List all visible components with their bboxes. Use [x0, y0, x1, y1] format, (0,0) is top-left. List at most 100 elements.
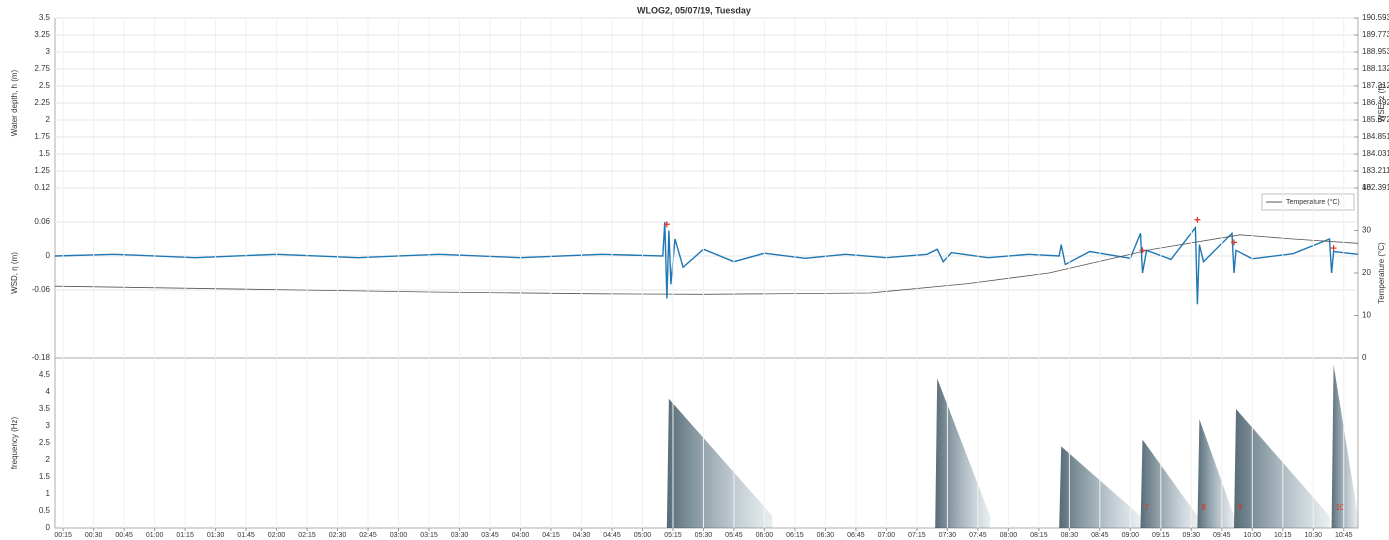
x-tick-label: 02:30: [329, 532, 347, 539]
x-tick-label: 09:30: [1183, 532, 1201, 539]
y-tick-label: 2.75: [34, 64, 50, 73]
y2-tick-label: 186.492: [1362, 98, 1389, 107]
panel-frame: [54, 187, 1359, 359]
y2-tick-label: 188.132: [1362, 64, 1389, 73]
y-tick-label: 2.5: [39, 438, 51, 447]
x-tick-label: 10:45: [1335, 532, 1353, 539]
event-label: 9: [1238, 503, 1243, 512]
y-tick-label: 1.5: [39, 149, 51, 158]
peak-marker: [1330, 245, 1337, 252]
y2-tick-label: 182.391: [1362, 183, 1389, 192]
y-axis-label: WSD, η (m): [10, 252, 19, 294]
y-tick-label: 3.25: [34, 30, 50, 39]
x-tick-label: 03:45: [481, 532, 499, 539]
x-tick-label: 06:00: [756, 532, 774, 539]
y-tick-label: 0: [46, 523, 51, 532]
y-tick-label: 3.5: [39, 404, 51, 413]
y-tick-label: 1.75: [34, 132, 50, 141]
peak-marker: [1194, 216, 1201, 223]
y2-tick-label: 183.211: [1362, 166, 1389, 175]
x-tick-label: 06:45: [847, 532, 865, 539]
x-tick-label: 07:30: [939, 532, 957, 539]
x-tick-label: 01:45: [237, 532, 255, 539]
y2-tick-label: 0: [1362, 353, 1367, 362]
wsd-line: [54, 221, 1359, 305]
y-tick-label: -0.18: [32, 353, 51, 362]
x-tick-label: 04:30: [573, 532, 591, 539]
x-tick-label: 02:00: [268, 532, 286, 539]
y-tick-label: 3: [46, 421, 51, 430]
x-tick-label: 07:45: [969, 532, 987, 539]
y-tick-label: 3.5: [39, 13, 51, 22]
y-axis-label: frequency (Hz): [10, 416, 19, 469]
y2-tick-label: 30: [1362, 226, 1371, 235]
x-tick-label: 00:30: [85, 532, 103, 539]
y-axis-label: Water depth, h (m): [10, 69, 19, 136]
y2-tick-label: 188.953: [1362, 47, 1389, 56]
y-tick-label: 0.06: [34, 217, 50, 226]
peak-marker: [1139, 247, 1146, 254]
x-tick-label: 04:45: [603, 532, 621, 539]
y-tick-label: 0.5: [39, 506, 51, 515]
spectrogram-burst: [1140, 439, 1198, 528]
x-tick-label: 02:45: [359, 532, 377, 539]
x-tick-label: 10:15: [1274, 532, 1292, 539]
y-tick-label: 4.5: [39, 370, 51, 379]
y2-tick-label: 10: [1362, 311, 1371, 320]
x-tick-label: 00:45: [115, 532, 133, 539]
peak-marker: [1231, 239, 1237, 246]
x-tick-label: 03:30: [451, 532, 469, 539]
y2-tick-label: 184.851: [1362, 132, 1389, 141]
spectrogram-burst: [1234, 409, 1330, 528]
y-tick-label: 2: [46, 455, 51, 464]
x-tick-label: 07:00: [878, 532, 896, 539]
temperature-line: [54, 234, 1359, 295]
x-tick-label: 04:00: [512, 532, 530, 539]
x-tick-label: 06:15: [786, 532, 804, 539]
x-tick-label: 09:00: [1122, 532, 1140, 539]
x-tick-label: 04:15: [542, 532, 560, 539]
x-tick-label: 01:00: [146, 532, 164, 539]
y-tick-label: 2.25: [34, 98, 50, 107]
legend-box: [1261, 193, 1355, 211]
x-tick-label: 10:00: [1244, 532, 1262, 539]
x-tick-label: 10:30: [1305, 532, 1323, 539]
x-tick-label: 09:45: [1213, 532, 1231, 539]
event-label: 8: [1201, 503, 1206, 512]
x-tick-label: 05:15: [664, 532, 682, 539]
x-tick-label: 06:30: [817, 532, 835, 539]
x-tick-label: 05:45: [725, 532, 743, 539]
y-tick-label: 1: [46, 489, 51, 498]
y-tick-label: 0.12: [34, 183, 50, 192]
x-tick-label: 07:15: [908, 532, 926, 539]
y2-tick-label: 189.773: [1362, 30, 1389, 39]
chart-title: WLOG2, 05/07/19, Tuesday: [637, 5, 751, 15]
x-tick-label: 08:00: [1000, 532, 1018, 539]
spectrogram-burst: [666, 398, 773, 528]
spectrogram-burst: [935, 378, 991, 528]
y-tick-label: 1.5: [39, 472, 51, 481]
y2-tick-label: 187.312: [1362, 81, 1389, 90]
event-label: 7: [1144, 503, 1149, 512]
x-tick-label: 01:15: [176, 532, 194, 539]
y-tick-label: 2: [46, 115, 51, 124]
event-label: 10: [1336, 503, 1345, 512]
y-tick-label: -0.06: [32, 285, 51, 294]
y2-tick-label: 190.593: [1362, 13, 1389, 22]
x-tick-label: 02:15: [298, 532, 316, 539]
x-tick-label: 00:15: [54, 532, 72, 539]
spectrogram-burst: [1197, 419, 1235, 528]
x-tick-label: 08:45: [1091, 532, 1109, 539]
y-tick-label: 4: [46, 387, 51, 396]
x-tick-label: 03:00: [390, 532, 408, 539]
x-tick-label: 08:15: [1030, 532, 1048, 539]
y2-tick-label: 20: [1362, 268, 1371, 277]
y-tick-label: 0: [46, 251, 51, 260]
x-tick-label: 05:30: [695, 532, 713, 539]
x-tick-label: 05:00: [634, 532, 652, 539]
y2-tick-label: 40: [1362, 183, 1371, 192]
y2-axis-label: WSE, z (ft): [1377, 83, 1386, 122]
y-tick-label: 2.5: [39, 81, 51, 90]
